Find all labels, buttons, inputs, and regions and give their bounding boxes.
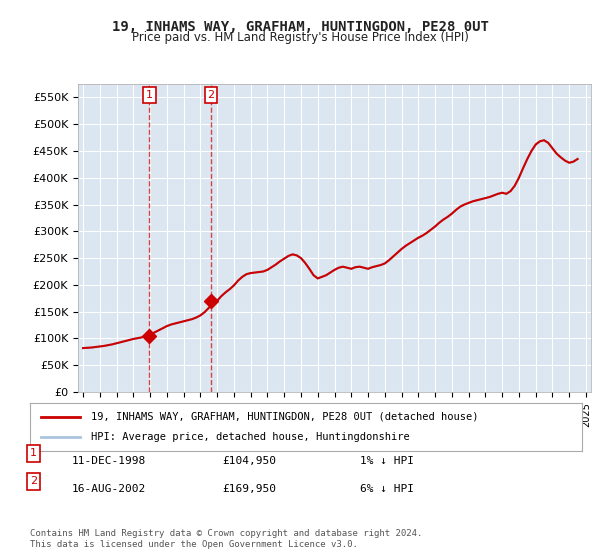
Text: 1: 1 bbox=[30, 449, 37, 459]
Text: 2: 2 bbox=[207, 90, 214, 100]
Text: Contains HM Land Registry data © Crown copyright and database right 2024.
This d: Contains HM Land Registry data © Crown c… bbox=[30, 529, 422, 549]
Text: 1: 1 bbox=[146, 90, 153, 100]
Text: Price paid vs. HM Land Registry's House Price Index (HPI): Price paid vs. HM Land Registry's House … bbox=[131, 31, 469, 44]
Text: 11-DEC-1998: 11-DEC-1998 bbox=[72, 456, 146, 466]
Text: £169,950: £169,950 bbox=[222, 484, 276, 494]
Text: 6% ↓ HPI: 6% ↓ HPI bbox=[360, 484, 414, 494]
Text: 19, INHAMS WAY, GRAFHAM, HUNTINGDON, PE28 0UT (detached house): 19, INHAMS WAY, GRAFHAM, HUNTINGDON, PE2… bbox=[91, 412, 478, 422]
Text: 16-AUG-2002: 16-AUG-2002 bbox=[72, 484, 146, 494]
Text: 2: 2 bbox=[30, 477, 37, 487]
Text: 1% ↓ HPI: 1% ↓ HPI bbox=[360, 456, 414, 466]
Text: £104,950: £104,950 bbox=[222, 456, 276, 466]
Text: HPI: Average price, detached house, Huntingdonshire: HPI: Average price, detached house, Hunt… bbox=[91, 432, 409, 442]
Text: 19, INHAMS WAY, GRAFHAM, HUNTINGDON, PE28 0UT: 19, INHAMS WAY, GRAFHAM, HUNTINGDON, PE2… bbox=[112, 20, 488, 34]
